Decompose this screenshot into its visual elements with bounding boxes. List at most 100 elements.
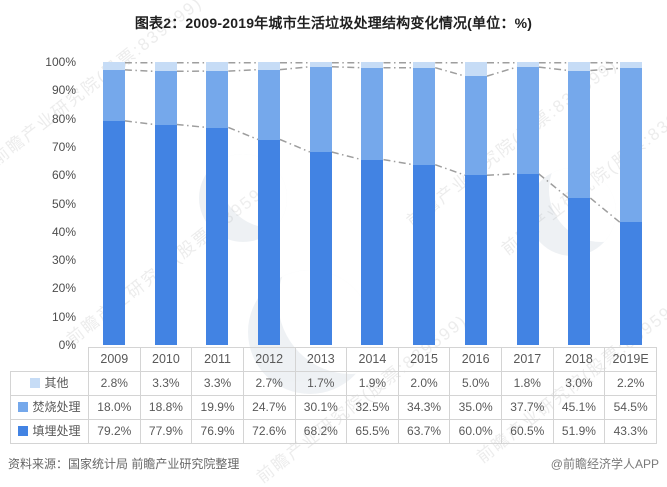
series-line-segment <box>589 197 621 224</box>
segment-landfill <box>102 120 125 345</box>
table-cell: 60.0% <box>449 419 502 444</box>
bar-2014 <box>347 62 399 345</box>
table-cell: 65.5% <box>346 419 399 444</box>
segment-other <box>413 62 436 68</box>
series-line-segment <box>228 68 259 72</box>
y-axis-tick-label: 100% <box>45 55 76 69</box>
series-line-segment <box>434 66 466 77</box>
bar-stack <box>413 62 436 345</box>
segment-landfill <box>568 198 591 345</box>
table-cell: 2.8% <box>88 371 141 396</box>
year-header-2012: 2012 <box>242 347 296 372</box>
table-cell: 1.8% <box>501 371 554 396</box>
footer: 资料来源：国家统计局 前瞻产业研究院整理 @前瞻经济学人APP <box>8 453 659 473</box>
bar-2018 <box>554 62 606 345</box>
year-header-2010: 2010 <box>139 347 193 372</box>
bar-stack <box>568 62 591 345</box>
y-axis-tick-label: 50% <box>51 196 76 211</box>
segment-landfill <box>413 164 436 345</box>
y-axis-tick-label: 70% <box>51 139 76 154</box>
table-cell: 18.8% <box>139 395 193 420</box>
segment-incineration <box>258 69 281 140</box>
table-cell: 60.5% <box>501 419 554 444</box>
year-header-2017: 2017 <box>501 347 554 372</box>
table-cell: 2.0% <box>397 371 451 396</box>
legend-swatch-other <box>30 378 41 388</box>
series-line-segment <box>486 173 517 176</box>
plot-area <box>88 61 657 345</box>
table-cell: 63.7% <box>397 419 451 444</box>
y-axis-tick-label: 30% <box>51 253 76 268</box>
series-line-segment <box>331 151 362 161</box>
table-cell: 68.2% <box>294 419 348 444</box>
y-axis: 0% 10% 20% 30% 40% 50% 60% 70% 80% 90% 100% <box>0 55 80 352</box>
table-cell: 18.0% <box>88 395 141 420</box>
table-cell: 3.0% <box>552 371 606 396</box>
table-cell: 2.2% <box>604 371 657 396</box>
segment-landfill <box>464 175 487 345</box>
segment-incineration <box>516 67 539 174</box>
table-cell: 1.9% <box>346 371 399 396</box>
bar-stack <box>206 62 229 345</box>
bar-2011 <box>191 62 243 345</box>
segment-incineration <box>620 68 643 223</box>
series-line-segment <box>538 173 569 199</box>
segment-landfill <box>258 139 281 345</box>
legend-swatch-incineration <box>18 402 29 412</box>
table-cell: 3.3% <box>139 371 193 396</box>
series-line-segment <box>279 138 311 153</box>
table-cell: 35.0% <box>449 395 502 420</box>
segment-other <box>154 62 177 72</box>
bar-2013 <box>295 62 347 345</box>
segment-other <box>568 62 591 71</box>
table-cell: 37.7% <box>501 395 554 420</box>
table-cell: 19.9% <box>191 395 244 420</box>
bar-2009 <box>88 62 140 345</box>
table-row-landfill: 填埋处理 79.2% 77.9% 76.9% 72.6% 68.2% 65.5% 63.7% 6… <box>10 419 657 444</box>
year-header-2011: 2011 <box>191 347 244 372</box>
table-cell: 3.3% <box>191 371 244 396</box>
series-line-segment <box>486 66 517 77</box>
bar-2019E <box>605 62 657 345</box>
segment-landfill <box>620 222 643 345</box>
table-cell: 24.7% <box>242 395 296 420</box>
segment-incineration <box>361 67 384 160</box>
y-axis-tick-label: 80% <box>51 111 76 126</box>
bar-2016 <box>450 62 502 345</box>
segment-landfill <box>516 173 539 345</box>
table-cell: 45.1% <box>552 395 606 420</box>
table-row-other: 其他 2.8% 3.3% 3.3% 2.7% 1.7% 1.9% 2.0% 5.0% 1.8% 3.… <box>10 371 657 396</box>
segment-incineration <box>309 66 332 152</box>
year-header-2019E: 2019E <box>604 347 657 372</box>
source-note: 资料来源：国家统计局 前瞻产业研究院整理 <box>8 456 240 471</box>
year-header-2013: 2013 <box>294 347 348 372</box>
bar-stack <box>102 62 125 345</box>
series-line-segment <box>331 66 362 69</box>
segment-other <box>102 62 125 70</box>
bar-stack <box>309 62 332 345</box>
series-lines-overlay <box>124 61 621 224</box>
series-line-segment <box>538 66 569 72</box>
segment-landfill <box>154 124 177 345</box>
series-label-incineration: 焚烧处理 <box>10 395 89 420</box>
legend-swatch-landfill <box>18 426 29 436</box>
segment-other <box>309 62 332 67</box>
bar-stack <box>464 62 487 345</box>
bar-2012 <box>243 62 295 345</box>
segment-other <box>361 62 384 68</box>
bar-stack <box>516 62 539 345</box>
segment-incineration <box>154 71 177 125</box>
bar-2017 <box>502 62 554 345</box>
table-cell: 54.5% <box>604 395 657 420</box>
chart-title: 图表2：2009-2019年城市生活垃圾处理结构变化情况(单位：%) <box>134 15 533 31</box>
bar-stack <box>258 62 281 345</box>
y-axis-tick-label: 60% <box>51 168 76 183</box>
segment-landfill <box>309 152 332 345</box>
segment-landfill <box>361 159 384 345</box>
series-line-segment <box>228 126 259 141</box>
table-cell: 76.9% <box>191 419 244 444</box>
y-axis-tick-label: 40% <box>51 224 76 239</box>
table-cell: 77.9% <box>139 419 193 444</box>
segment-other <box>516 62 539 68</box>
